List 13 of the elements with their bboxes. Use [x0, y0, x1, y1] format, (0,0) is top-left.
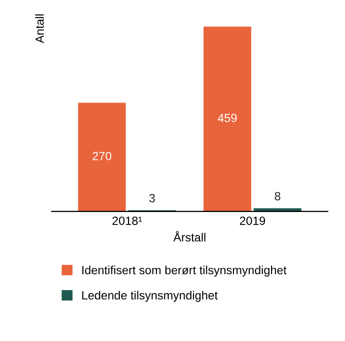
data-label: 270: [92, 152, 112, 160]
data-label: 3: [149, 194, 155, 202]
bar: [254, 208, 302, 212]
x-tick-label: 2019: [240, 216, 266, 225]
x-tick-label: 2018¹: [112, 216, 142, 225]
bar: [204, 26, 252, 212]
y-axis-title: Antall: [35, 14, 44, 44]
x-axis-title: Årstall: [173, 231, 206, 242]
data-label: 8: [274, 192, 280, 200]
legend-label: Ledende tilsynsmyndighet: [82, 290, 218, 302]
data-label: 459: [218, 114, 237, 122]
bar: [78, 102, 126, 212]
legend-label: Identifisert som berørt tilsynsmyndighet: [82, 266, 287, 277]
